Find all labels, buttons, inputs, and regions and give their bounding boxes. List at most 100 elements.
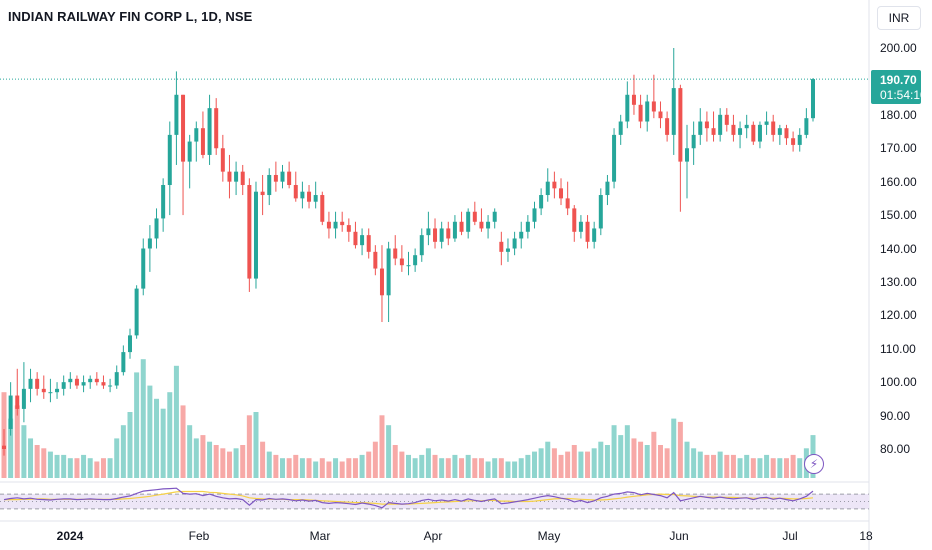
volume-bar xyxy=(724,454,730,478)
volume-bar xyxy=(551,448,557,478)
volume-bar xyxy=(531,451,537,478)
price-tick-label: 90.00 xyxy=(880,408,911,423)
volume-bar xyxy=(386,425,392,478)
volume-bar xyxy=(406,454,411,478)
volume-bar xyxy=(631,438,637,478)
volume-bar xyxy=(671,418,677,478)
time-tick-label: Feb xyxy=(188,529,210,543)
rsi-band xyxy=(0,494,869,509)
bar-countdown: 01:54:10 xyxy=(880,88,927,102)
candle xyxy=(499,231,504,266)
candle xyxy=(181,94,186,216)
candle xyxy=(585,215,590,249)
candle xyxy=(141,238,146,296)
volume-bar xyxy=(273,454,279,478)
candle xyxy=(227,154,232,199)
candle xyxy=(108,378,113,393)
price-tick-label: 100.00 xyxy=(880,375,917,390)
candle xyxy=(466,208,471,239)
price-tick-label: 80.00 xyxy=(880,442,911,456)
candle xyxy=(459,211,464,236)
volume-bar xyxy=(207,441,213,478)
volume-bar xyxy=(711,454,717,478)
volume-bar xyxy=(764,454,770,478)
candle xyxy=(532,201,537,229)
volume-bar xyxy=(704,454,710,478)
candle xyxy=(300,181,305,209)
volume-bar xyxy=(21,425,27,478)
time-tick-label: 18 xyxy=(859,529,873,543)
volume-bar xyxy=(797,458,803,478)
volume-bar xyxy=(492,458,498,478)
rsi-pane xyxy=(0,487,869,510)
candle xyxy=(545,168,550,202)
volume-bar xyxy=(140,359,146,478)
candle xyxy=(253,181,258,289)
volume-bar xyxy=(173,365,179,478)
rsi-line xyxy=(3,487,814,509)
candle xyxy=(373,245,378,276)
candle xyxy=(413,248,418,272)
volume-bar xyxy=(750,458,756,478)
candle xyxy=(658,101,663,129)
candle xyxy=(685,124,690,199)
candle xyxy=(147,225,152,272)
currency-button[interactable]: INR xyxy=(877,6,921,30)
candle xyxy=(784,124,789,145)
candle xyxy=(486,215,491,239)
candle xyxy=(492,208,497,229)
candle xyxy=(426,211,431,246)
volume-bar xyxy=(591,448,597,478)
candle xyxy=(744,114,749,139)
volume-bar xyxy=(107,458,113,478)
volume-bar xyxy=(67,458,73,478)
volume-bar xyxy=(565,451,571,478)
volume-bar xyxy=(346,458,352,478)
volume-bar xyxy=(193,438,199,478)
volume-bar xyxy=(578,451,584,478)
candle xyxy=(724,108,729,132)
candle xyxy=(313,181,318,209)
candle xyxy=(234,161,239,196)
volume-bar xyxy=(286,458,292,478)
candle xyxy=(631,74,636,115)
candle xyxy=(273,161,278,192)
candle xyxy=(399,245,404,272)
volume-bar xyxy=(326,461,332,478)
candle xyxy=(638,94,643,129)
time-tick-label: Apr xyxy=(423,529,443,543)
candle xyxy=(605,174,610,206)
candle xyxy=(61,375,66,396)
volume-bar xyxy=(253,412,259,478)
volume-bar xyxy=(730,454,736,478)
candle xyxy=(804,108,809,139)
volume-bar xyxy=(770,458,776,478)
volume-bar xyxy=(74,458,80,478)
candle xyxy=(393,235,398,266)
candle xyxy=(267,168,272,206)
candle xyxy=(121,345,126,376)
volume-bar xyxy=(677,421,683,478)
volume-bar xyxy=(512,461,518,478)
volume-bar xyxy=(777,458,783,478)
candle xyxy=(512,231,517,256)
candle xyxy=(479,208,484,232)
time-tick-label: 2024 xyxy=(56,529,84,543)
volume-bar xyxy=(100,458,106,478)
candle xyxy=(293,171,298,202)
volume-bar xyxy=(399,451,405,478)
candle xyxy=(346,218,351,242)
candle xyxy=(505,238,510,262)
candle xyxy=(74,375,79,389)
volume-bar xyxy=(187,425,193,478)
volume-bar xyxy=(459,458,465,478)
volume-bar xyxy=(657,445,663,478)
volume-bar xyxy=(81,454,87,478)
lightning-bolt-icon[interactable]: ⚡︎ xyxy=(804,454,824,474)
volume-bar xyxy=(226,451,232,478)
candle xyxy=(618,114,623,145)
volume-bar xyxy=(28,438,34,478)
volume-bar xyxy=(425,448,431,478)
